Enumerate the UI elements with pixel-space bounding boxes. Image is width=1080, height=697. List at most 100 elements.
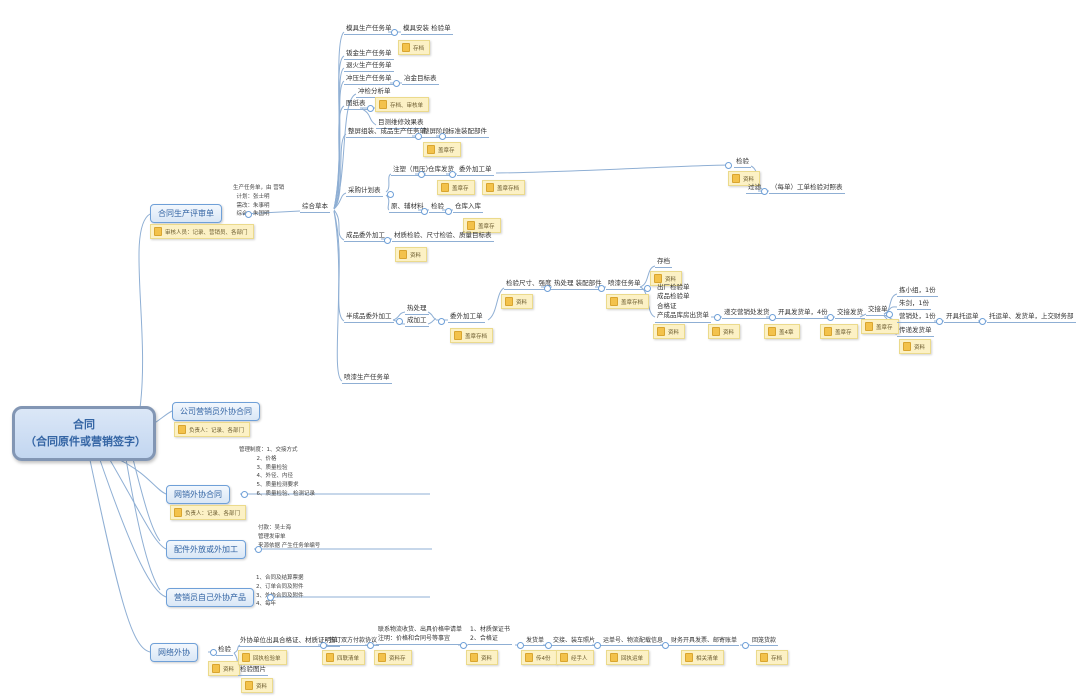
topic-dim-inspect[interactable]: 检验尺寸、强度 xyxy=(504,279,554,290)
topic-handover-doc[interactable]: 交接单 xyxy=(866,305,890,316)
circle-connector xyxy=(445,208,452,215)
branch-company-outsource[interactable]: 公司营销员外协合同 xyxy=(172,402,260,421)
note-docs[interactable]: 资料 xyxy=(653,324,686,339)
note-materials[interactable]: 盖章存 xyxy=(463,218,501,233)
topic-docs-block[interactable]: 出厂检验单 成品检验单 合格证 产成品库房出货单 xyxy=(655,283,711,323)
topic-copy-1[interactable]: 拣小组，1份 xyxy=(897,286,938,297)
note-handover-doc[interactable]: 盖章存 xyxy=(861,319,899,334)
note-net-photo[interactable]: 资料 xyxy=(241,678,274,693)
topic-heat-parts[interactable]: 热处理 装配部件 xyxy=(552,279,604,290)
note-net-owner[interactable]: 负责人：记录、各部门 xyxy=(170,505,247,520)
branch-self-outsource[interactable]: 营销员自己外协产品 xyxy=(166,588,254,607)
topic-finished-outsource[interactable]: 成品委外加工 xyxy=(344,231,387,242)
note-assembly[interactable]: 盖章存 xyxy=(423,142,461,157)
note-send[interactable]: 资料 xyxy=(708,324,741,339)
note-net-agreement[interactable]: 四联清单 xyxy=(322,650,366,665)
topic-mold-task[interactable]: 模具生产任务单 xyxy=(344,24,394,35)
note-net-inspect[interactable]: 资料 xyxy=(208,661,241,676)
note-semi-order[interactable]: 盖章存档 xyxy=(450,328,494,343)
topic-semi-outsource[interactable]: 半成品委外加工 xyxy=(344,312,394,323)
branch-net-contract[interactable]: 网销外协合同 xyxy=(166,485,230,504)
note-net-logistics[interactable]: 资料存 xyxy=(374,650,412,665)
topic-stamping-target[interactable]: 冶金目标表 xyxy=(402,74,439,85)
note-stamp-1[interactable]: 盖章存 xyxy=(437,180,475,195)
topic-warehouse-out[interactable]: 仓库发货 xyxy=(426,165,456,176)
note-mold[interactable]: 存档 xyxy=(398,40,431,55)
annotation-self-docs[interactable]: 1、合同及结算票据 2、订单合同及附件 3、外协合同及附件 4、每年 xyxy=(256,575,304,608)
note-net-quality[interactable]: 资料 xyxy=(466,650,499,665)
topic-sheetmetal-task[interactable]: 钣金生产任务单 xyxy=(344,49,394,60)
topic-heat-treat[interactable]: 热处理 xyxy=(405,304,429,315)
topic-net-finance[interactable]: 财务开具发票、邮寄账单 xyxy=(669,637,740,647)
topic-materials[interactable]: 原、辅材料 xyxy=(389,202,426,213)
topic-mold-install[interactable]: 模具安装 检验单 xyxy=(401,24,453,35)
topic-finished-inspect[interactable]: 材质检验、尺寸检验、质量目标表 xyxy=(392,231,494,242)
note-net-finance[interactable]: 相关清单 xyxy=(681,650,725,665)
topic-waybill-docs[interactable]: 托运单、发货单，上交财务部 xyxy=(987,312,1076,323)
note-archive[interactable]: 资料 xyxy=(650,271,683,286)
topic-anneal-task[interactable]: 退火生产任务单 xyxy=(344,61,394,72)
note-company-owner[interactable]: 负责人：记录、各部门 xyxy=(174,422,251,437)
topic-outsource-order[interactable]: 委外加工单 xyxy=(457,165,494,176)
topic-drawing[interactable]: 图纸表 xyxy=(344,99,368,110)
note-invoice4[interactable]: 盖4章 xyxy=(764,324,800,339)
topic-copy-3[interactable]: 营销处，1份 xyxy=(897,312,938,323)
note-drawing[interactable]: 存档、审核单 xyxy=(375,97,430,112)
note-net-payback[interactable]: 存档 xyxy=(756,650,789,665)
topic-stamping-analysis[interactable]: 冲检分析单 xyxy=(356,87,393,98)
topic-net-quality-docs[interactable]: 1、材质保证书 2、合格证 xyxy=(468,626,512,646)
note-net-cert[interactable]: 回执检验单 xyxy=(238,650,287,665)
topic-net-tracking[interactable]: 运单号、物流配载信息 xyxy=(601,637,666,647)
topic-materials-in[interactable]: 仓库入库 xyxy=(453,202,483,213)
topic-purchase-plan[interactable]: 采购计划表 xyxy=(346,186,383,197)
branch-production-review[interactable]: 合同生产评审单 xyxy=(150,204,222,223)
root-topic[interactable]: 合同 （合同原件或营销签字） xyxy=(12,406,156,461)
branch-parts-outsource[interactable]: 配件外放或外加工 xyxy=(166,540,246,559)
note-net-delivery[interactable]: 传4份 xyxy=(521,650,557,665)
topic-net-logistics[interactable]: 联系物流收货、出具价格申请单 注明：价格和合同号等事宜 xyxy=(376,626,465,646)
note-net-handover[interactable]: 经手人 xyxy=(556,650,594,665)
note-net-tracking[interactable]: 回执运单 xyxy=(606,650,650,665)
note-review-owner[interactable]: 审核人员：记录、营销员、各部门 xyxy=(150,224,254,239)
topic-archive[interactable]: 存档 xyxy=(655,257,672,268)
topic-net-inspect[interactable]: 检验 xyxy=(216,645,233,656)
topic-handover-ship[interactable]: 交接发货 xyxy=(835,308,865,319)
topic-materials-inspect[interactable]: 检验 xyxy=(429,202,446,213)
note-paint-order[interactable]: 盖章存档 xyxy=(606,294,650,309)
topic-pass-invoice[interactable]: 传递发货单 xyxy=(897,326,934,337)
topic-net-payback[interactable]: 回笼货款 xyxy=(750,637,779,647)
annotation-management-rules[interactable]: 管理制度：1、交接方式 2、价格 3、质量检验 4、外径、内径 5、质量检测要求… xyxy=(239,447,315,497)
topic-copy-2[interactable]: 朱剑，1份 xyxy=(897,299,932,310)
note-handover-ship[interactable]: 盖章存 xyxy=(820,324,858,339)
topic-stamping-task[interactable]: 冲压生产任务单 xyxy=(344,74,394,85)
topic-inspect[interactable]: 检验 xyxy=(734,157,751,168)
topic-hub[interactable]: 综合草本 xyxy=(300,202,330,213)
topic-semi-order[interactable]: 委外加工单 xyxy=(448,312,485,323)
topic-machining[interactable]: 成加工 xyxy=(405,316,429,327)
note-stamp-2[interactable]: 盖章存档 xyxy=(482,180,526,195)
topic-filter[interactable]: 过滤 xyxy=(746,183,763,194)
topic-filter-report[interactable]: （每单）工单检验对照表 xyxy=(769,183,845,194)
topic-drawing-child[interactable]: 目测维修效果表 xyxy=(376,118,426,129)
note-finished[interactable]: 资料 xyxy=(395,247,428,262)
topic-net-delivery[interactable]: 发货单 xyxy=(524,637,547,647)
topic-assembly-parts[interactable]: 标准装配部件 xyxy=(446,127,489,138)
topic-invoice4[interactable]: 开具发货单，4份 xyxy=(776,308,830,319)
topic-spray-task[interactable]: 喷漆生产任务单 xyxy=(342,373,392,384)
topic-net-photo[interactable]: 检验图片 xyxy=(238,665,268,676)
topic-assembly-stage[interactable]: 整屏阶段 xyxy=(421,127,451,138)
topic-paint-order[interactable]: 喷漆任务单 xyxy=(606,279,643,290)
topic-assembly-task[interactable]: 整屏组装、成品生产任务单 xyxy=(346,127,428,138)
topic-waybill[interactable]: 开具托运单 xyxy=(944,312,981,323)
topic-injection[interactable]: 注塑（甩压） xyxy=(391,165,434,176)
annotation-task-assign[interactable]: 生产任务单，由 营销 计划：张士明 需改：朱事明 综合：朱国明 xyxy=(233,185,285,218)
annotation-parts-payment[interactable]: 付款：吴士海 管理发审单 来源依据 产生任务单编号 xyxy=(258,525,321,549)
note-inspect[interactable]: 资料 xyxy=(728,171,761,186)
topic-net-agreement[interactable]: 签订双方付款协议 xyxy=(327,637,380,647)
topic-net-handover[interactable]: 交接、装车照片 xyxy=(551,637,598,647)
note-dim[interactable]: 资料 xyxy=(501,294,534,309)
branch-network-outsource[interactable]: 网络外协 xyxy=(150,643,198,662)
topic-net-cert[interactable]: 外协单位出具合格证、材质证明单 xyxy=(238,636,340,647)
note-pass-invoice[interactable]: 资料 xyxy=(899,339,932,354)
topic-send-sales[interactable]: 递交营销处发货 xyxy=(722,308,772,319)
